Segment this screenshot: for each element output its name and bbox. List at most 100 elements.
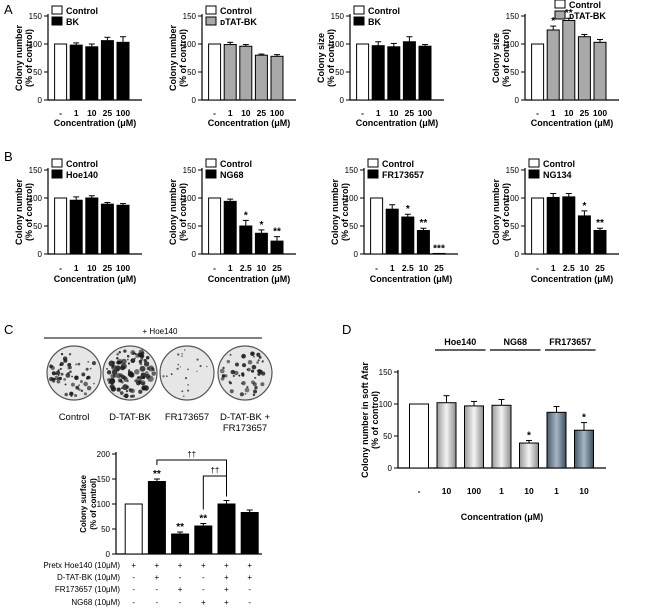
legend-swatch [51, 16, 63, 26]
colony [241, 363, 247, 368]
colony [107, 381, 111, 385]
colony [229, 381, 232, 385]
colony [247, 367, 251, 372]
petri-dish [159, 345, 215, 401]
colony [134, 369, 140, 375]
legend-entry: FR173657 [382, 170, 424, 180]
bar [240, 512, 259, 555]
colony [260, 382, 265, 387]
colony [116, 357, 119, 360]
colony [129, 388, 132, 391]
legend-swatch [51, 169, 63, 179]
legend-swatch [353, 5, 365, 15]
x-tick-label: 1 [228, 108, 233, 118]
bar [270, 55, 284, 101]
bar [385, 208, 399, 255]
significance-label: ** [199, 514, 207, 525]
bar [217, 503, 236, 555]
colony [233, 370, 239, 376]
legend-swatch [353, 16, 365, 26]
y-tick-label: 100 [345, 194, 359, 203]
colony [120, 374, 126, 380]
colony [138, 389, 143, 394]
bar [432, 252, 446, 255]
pretx-sign: - [155, 598, 159, 607]
y-tick-label: 50 [187, 68, 196, 77]
bar [370, 197, 384, 255]
y-axis-label: Colony number(% of control) [14, 179, 34, 245]
x-axis-label: Concentration (μM) [461, 512, 544, 522]
significance-label: *** [433, 243, 445, 254]
panel-label-a: A [4, 2, 13, 17]
colony [250, 351, 255, 357]
petri-dishes [46, 345, 273, 401]
pretx-sign: - [178, 573, 182, 582]
y-axis-label-line: Colony surface [79, 475, 88, 533]
colony [256, 361, 259, 364]
legend-swatch [554, 0, 566, 9]
colony [109, 384, 115, 390]
x-tick-label: 10 [580, 263, 590, 273]
colony [131, 394, 135, 398]
chart-a4: 0 50 100 150 Colony size(% of control) - * 1 ** 1… [491, 0, 619, 128]
legend-swatch [205, 169, 217, 179]
x-axis-label: Concentration (μM) [531, 118, 614, 128]
colony [253, 389, 258, 394]
colony [130, 358, 136, 364]
legend-entry: NG68 [220, 170, 244, 180]
y-tick-label: 50 [349, 222, 358, 231]
pretx-sign: - [201, 573, 205, 582]
x-axis-label: Concentration (μM) [531, 274, 614, 284]
colony [244, 392, 247, 395]
x-tick-label: 2.5 [240, 263, 252, 273]
y-axis-label: Colony surface(% of control) [79, 475, 98, 533]
colony [135, 380, 141, 386]
colony [85, 367, 89, 371]
x-tick-label: 25 [103, 263, 113, 273]
colony [127, 362, 131, 365]
colony [110, 373, 116, 379]
colony [187, 384, 189, 386]
x-tick-label: 10 [257, 263, 267, 273]
y-tick-label: 150 [183, 12, 197, 21]
group-label: FR173657 [549, 337, 591, 347]
legend-swatch [205, 5, 217, 15]
colony [49, 364, 53, 369]
y-tick-label: 150 [506, 12, 520, 21]
colony [241, 372, 244, 375]
bar [208, 197, 222, 255]
colony [83, 381, 88, 387]
dish-label-combo: D-TAT-BK + FR173657 [219, 412, 271, 434]
colony [181, 355, 183, 357]
colony [119, 391, 124, 395]
x-tick-label: 1 [390, 263, 395, 273]
y-tick-label: 50 [510, 68, 519, 77]
colony [232, 374, 236, 378]
bar [574, 429, 594, 469]
bar [171, 533, 190, 555]
bar [593, 41, 607, 101]
colony [147, 375, 154, 382]
legend-entry: Control [543, 159, 575, 169]
colony [56, 379, 61, 384]
x-tick-label: 25 [257, 108, 267, 118]
x-tick-label: - [59, 263, 62, 273]
colony [116, 387, 121, 392]
colony [126, 354, 130, 358]
colony [128, 370, 131, 374]
colony [121, 358, 127, 365]
colony [241, 380, 246, 386]
x-tick-label: 10 [442, 486, 452, 496]
y-tick-label: 0 [515, 96, 520, 105]
pretx-sign: + [177, 585, 183, 594]
chart-b2: 0 50 100 150 Colony number(% of control) - 1 * 2… [168, 158, 296, 284]
y-axis-label-line: (% of control) [326, 29, 336, 87]
y-tick-label: 100 [97, 500, 111, 509]
legend-swatch [367, 158, 379, 168]
x-axis-label: Concentration (μM) [208, 274, 291, 284]
colony [250, 369, 255, 373]
bar [546, 29, 560, 101]
y-axis-label: Colony number(% of control) [14, 25, 34, 91]
bar [85, 197, 99, 255]
colony [77, 362, 81, 366]
